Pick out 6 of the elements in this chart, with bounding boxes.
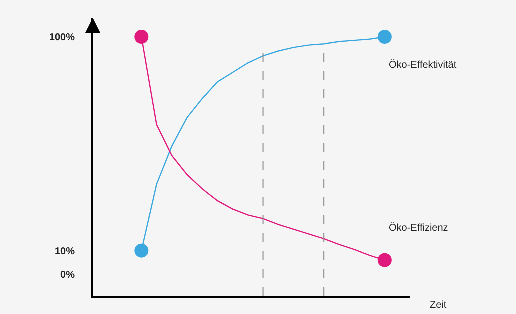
text: Öko-Effizienz <box>389 222 448 234</box>
x-axis-title: Zeit <box>430 300 447 311</box>
y-tick-label: 10% <box>54 246 76 258</box>
y-tick-label: 100% <box>49 32 76 44</box>
y-tick-label: 0% <box>60 270 76 282</box>
text: Öko-Effektivität <box>389 59 457 71</box>
